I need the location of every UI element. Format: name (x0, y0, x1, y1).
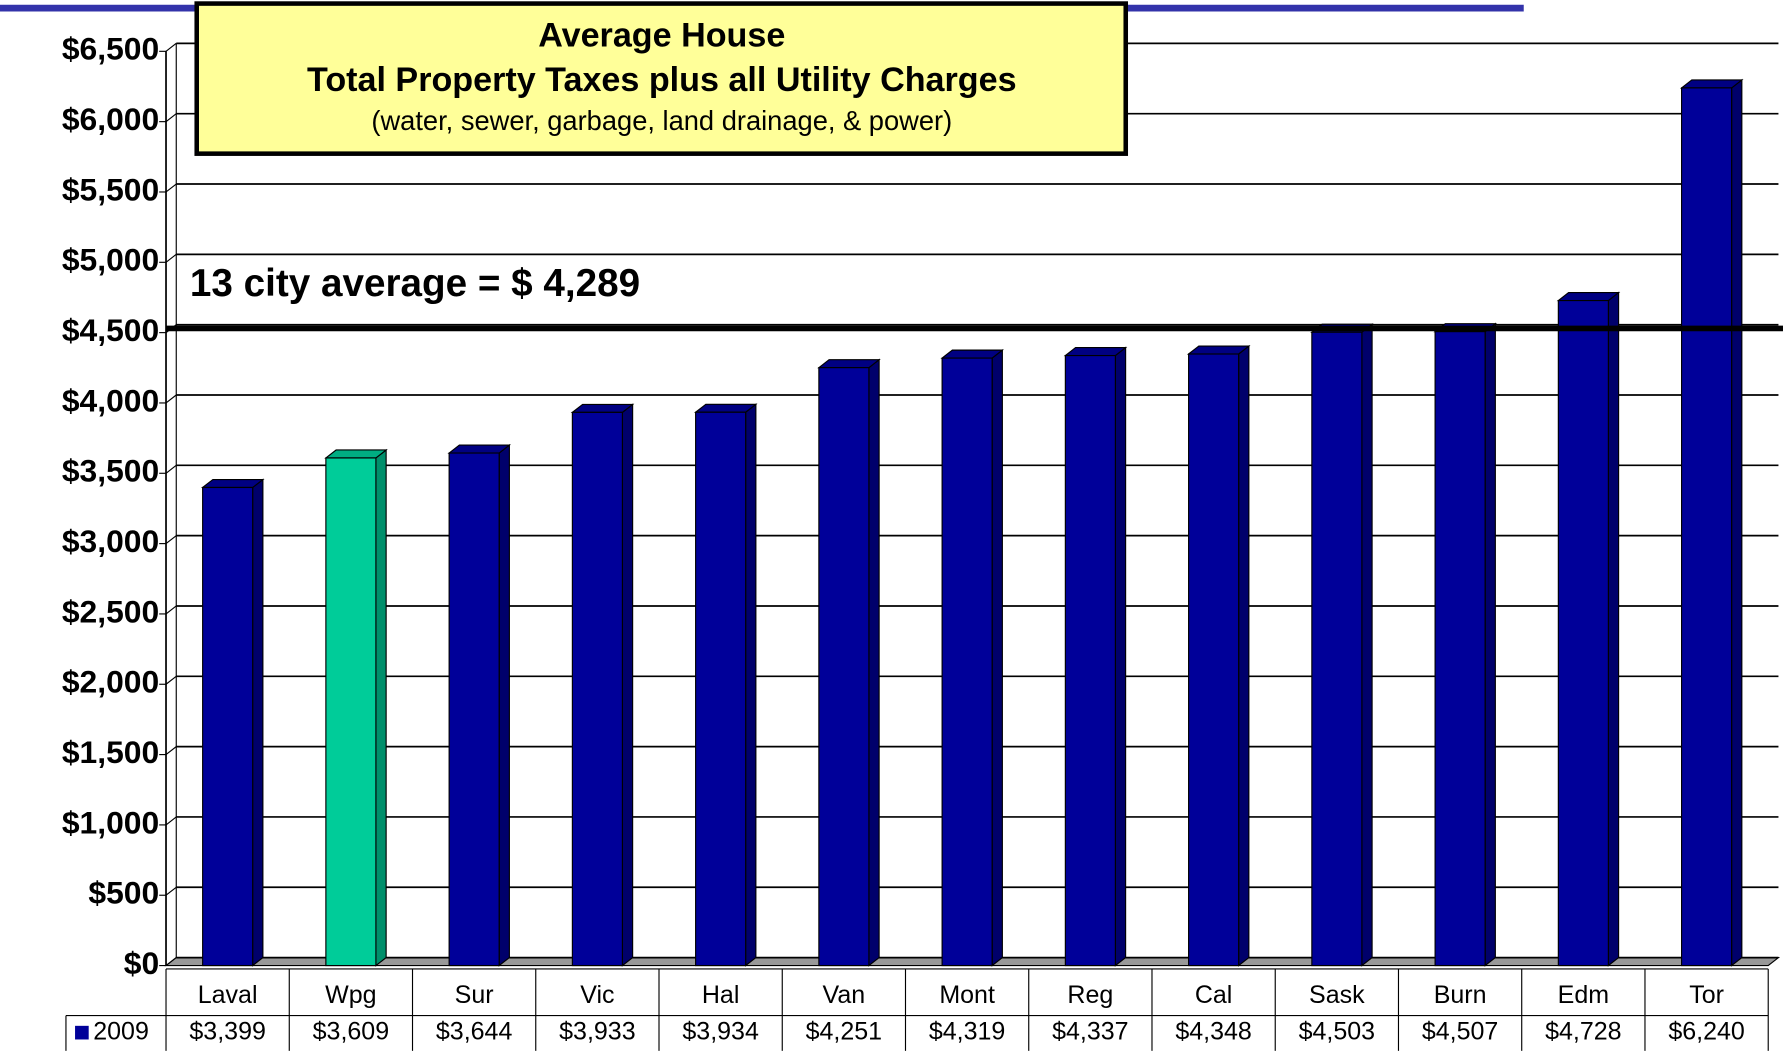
y-tick-label: $6,000 (62, 101, 159, 137)
y-tick-label: $0 (124, 945, 159, 981)
bar-side (991, 348, 1003, 967)
grid-line (165, 42, 177, 52)
value-label: $4,728 (1545, 1017, 1621, 1045)
value-label: $3,644 (436, 1017, 513, 1045)
grid-line (165, 886, 177, 896)
bar-top (693, 403, 758, 413)
bar (571, 411, 623, 967)
bar (202, 486, 254, 967)
x-tick-label: Laval (198, 981, 258, 1009)
bar (941, 357, 993, 967)
grid-line (165, 113, 177, 123)
x-tick-label: Van (823, 981, 866, 1009)
bar-top (1186, 345, 1251, 355)
grid-line (165, 253, 177, 263)
bar-top (200, 478, 265, 489)
bar (1434, 331, 1486, 967)
legend-label: 2009 (93, 1017, 149, 1045)
bar-side (1238, 344, 1250, 967)
bar-side (1361, 323, 1373, 967)
y-tick-label: $5,500 (62, 171, 159, 207)
x-tick-label: Burn (1434, 981, 1487, 1009)
grid-line (165, 394, 177, 404)
bar-top (447, 444, 512, 454)
bar-side (1607, 291, 1620, 967)
bar (1188, 353, 1240, 967)
legend-swatch (75, 1025, 89, 1040)
y-tick-label: $3,000 (62, 523, 159, 559)
value-label: $4,319 (929, 1017, 1005, 1045)
plot-area: $0 $500 $1,000 $1,500 $2,000 $2,500 $3,000 $3,5… (62, 31, 1783, 1051)
grid-line (165, 746, 177, 756)
value-label: $4,251 (806, 1017, 882, 1045)
x-tick-label: Mont (939, 981, 995, 1009)
grid-line (165, 183, 177, 193)
grid-line (165, 464, 177, 474)
grid-line (165, 605, 177, 615)
bar (1064, 354, 1116, 967)
value-label: $3,934 (682, 1017, 759, 1045)
y-tick-label: $4,500 (62, 312, 159, 348)
bar-top (1063, 347, 1128, 357)
chart-subtitle: Total Property Taxes plus all Utility Ch… (307, 61, 1017, 99)
value-label: $3,609 (313, 1017, 389, 1045)
value-label: $4,348 (1175, 1017, 1251, 1045)
grid-line (165, 957, 177, 967)
value-label: $6,240 (1668, 1017, 1744, 1045)
y-tick-label: $1,500 (62, 734, 159, 770)
bar (448, 452, 500, 967)
bar-side (1484, 322, 1496, 967)
bar (695, 411, 747, 967)
x-tick-label: Cal (1195, 981, 1233, 1009)
x-tick-label: Hal (702, 981, 740, 1009)
value-label: $4,507 (1422, 1017, 1498, 1045)
x-tick-label: Reg (1067, 981, 1113, 1009)
bar-side (621, 403, 634, 967)
bar (325, 457, 377, 967)
y-tick-label: $3,500 (62, 453, 159, 489)
bar-side (1114, 346, 1127, 967)
bar-top (940, 349, 1005, 359)
x-tick-label: Vic (580, 981, 614, 1009)
bar (818, 367, 870, 967)
x-tick-label: Sur (455, 981, 494, 1009)
x-tick-label: Sask (1309, 981, 1365, 1009)
y-tick-label: $4,000 (62, 382, 159, 418)
bar (1681, 87, 1733, 967)
grid-line (165, 675, 177, 685)
value-label: $3,399 (189, 1017, 265, 1045)
chart-note: (water, sewer, garbage, land drainage, &… (371, 105, 952, 136)
value-label: $3,933 (559, 1017, 635, 1045)
y-tick-label: $2,000 (62, 664, 159, 700)
bar-side (252, 478, 264, 967)
value-label: $4,503 (1299, 1017, 1375, 1045)
bar-top (817, 359, 881, 369)
bar-side (375, 448, 387, 967)
y-tick-label: $500 (88, 875, 159, 911)
bar-top (570, 403, 635, 413)
annotation: 13 city average = $ 4,289 (190, 262, 640, 305)
bar-top (1556, 292, 1621, 302)
bar-side (868, 358, 880, 967)
x-tick-label: Tor (1689, 981, 1724, 1009)
value-label: $4,337 (1052, 1017, 1128, 1045)
bar-side (1731, 78, 1743, 967)
x-tick-label: Wpg (325, 981, 376, 1009)
grid-line (165, 816, 177, 826)
x-tick-label: Edm (1558, 981, 1609, 1009)
title-box (194, 1, 1129, 156)
y-tick-label: $5,000 (62, 242, 159, 278)
bar-side (745, 403, 757, 967)
y-tick-label: $1,000 (62, 804, 159, 840)
bar-top (324, 449, 388, 459)
bar-top (1679, 79, 1744, 89)
grid-line (165, 535, 177, 545)
y-tick-label: $6,500 (62, 31, 159, 67)
chart-title: Average House (538, 17, 785, 55)
y-tick-label: $2,500 (62, 593, 159, 629)
bar (1311, 331, 1363, 967)
bar-side (498, 443, 510, 967)
bar (1557, 299, 1609, 967)
